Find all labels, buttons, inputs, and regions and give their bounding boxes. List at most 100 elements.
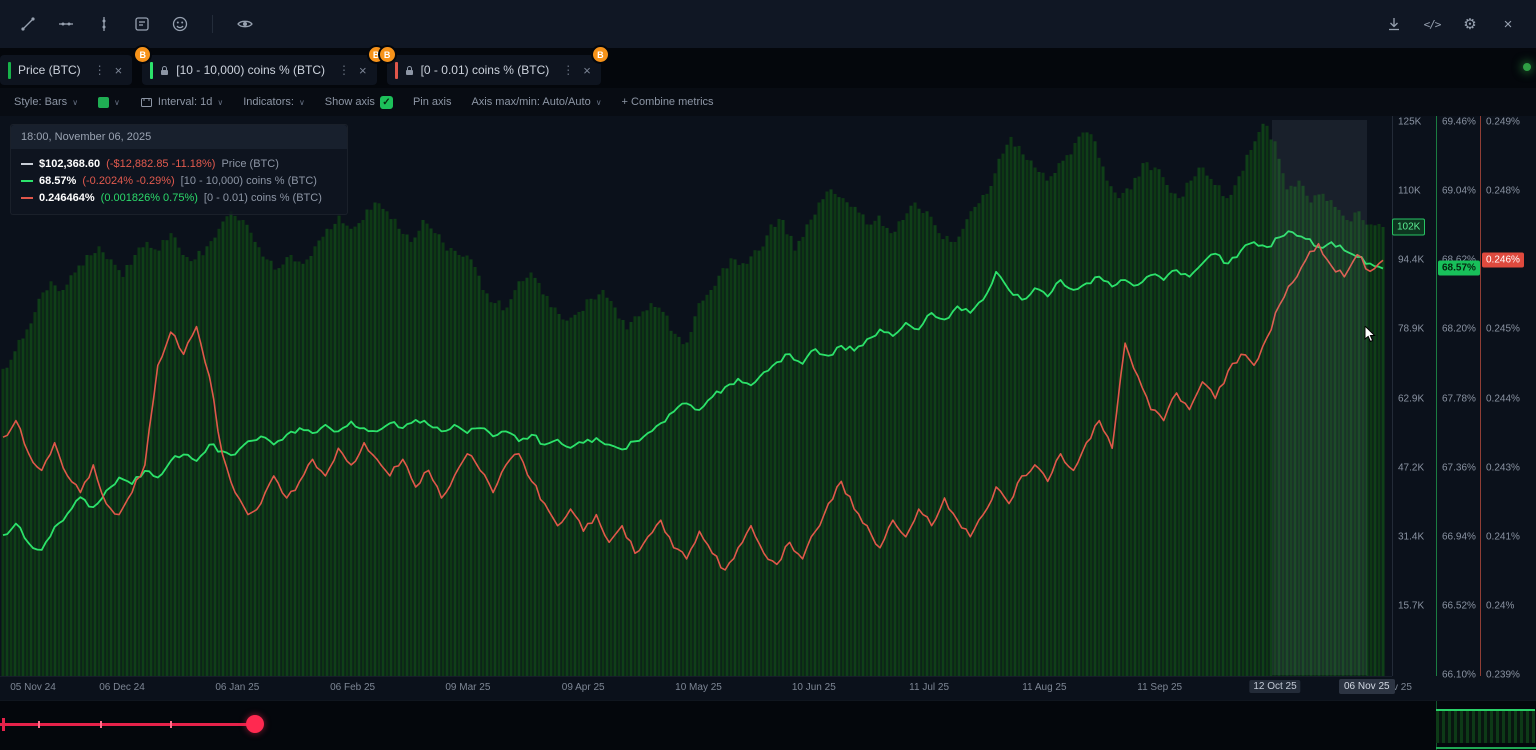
series-marker [21, 196, 33, 199]
y-tick-label-price: 47.2K [1398, 462, 1425, 474]
y-tick-label-green: 66.94% [1442, 531, 1476, 543]
code-icon[interactable]: </> [1423, 17, 1442, 31]
price-current-badge: 102K [1392, 218, 1426, 236]
download-icon[interactable] [1380, 10, 1408, 38]
y-tick-label-red: 0.245% [1486, 323, 1520, 335]
y-tick-label-price: 62.9K [1398, 393, 1425, 404]
y-tick-label-green: 67.78% [1442, 393, 1476, 404]
indicators-label: Indicators: [243, 96, 294, 108]
timeline-slider-handle[interactable] [246, 715, 264, 733]
note-icon[interactable] [128, 10, 156, 38]
price-and-metrics-plot [1, 123, 1385, 676]
x-tick-label: 06 Jan 25 [215, 682, 260, 693]
style-select[interactable]: Style: Bars ∨ [14, 96, 78, 108]
chart-area[interactable]: 102K 68.57% 0.246% 06 Nov 25 v 25 18:00,… [0, 116, 1536, 700]
series-marker [21, 162, 33, 165]
mouse-cursor [1364, 326, 1376, 343]
emoji-icon[interactable] [166, 10, 194, 38]
chevron-down-icon: ∨ [114, 97, 120, 107]
series-color-indicator [394, 61, 398, 79]
chart-tooltip: 18:00, November 06, 2025 $102,368.60 (-$… [10, 124, 348, 215]
axis-maxmin-label: Axis max/min: Auto/Auto [471, 96, 591, 108]
tab-close-icon[interactable]: × [583, 62, 591, 78]
y-tick-label-green: 66.10% [1442, 669, 1476, 681]
trend-line-icon[interactable] [14, 10, 42, 38]
y-tick-label-green: 69.46% [1442, 116, 1476, 128]
style-label: Style: Bars [14, 96, 68, 108]
red-current-badge: 0.246% [1482, 252, 1524, 268]
tooltip-change: (-0.2024% -0.29%) [82, 174, 175, 187]
timeline-scrubber[interactable] [0, 700, 1536, 750]
x-tick-label: 09 Mar 25 [445, 682, 491, 693]
y-tick-label-green: 68.62% [1442, 255, 1476, 266]
metric-tab-bar: Price (BTC) ⋮ × B B [10 - 10,000) coins … [0, 47, 1536, 88]
red-axis-line [1480, 116, 1481, 676]
status-dot[interactable] [1523, 63, 1531, 71]
series-color-indicator [8, 61, 11, 79]
tab-close-icon[interactable]: × [114, 62, 123, 78]
toolbar-divider [212, 15, 213, 33]
y-tick-label-red: 0.239% [1486, 669, 1520, 681]
combine-metrics-button[interactable]: + Combine metrics [622, 96, 714, 108]
x-tick-label: 06 Feb 25 [330, 682, 376, 693]
tab-0-001-coins[interactable]: B B [0 - 0.01) coins % (BTC) ⋮ × [379, 47, 608, 85]
tab-close-icon[interactable]: × [359, 62, 367, 78]
price-axis-line [1392, 116, 1393, 676]
crosshair-date-badge: 06 Nov 25 [1339, 679, 1395, 694]
pin-axis-label: Pin axis [412, 96, 452, 108]
minimap-preview[interactable] [1436, 709, 1535, 743]
show-axis-checkbox[interactable]: ✓ [379, 95, 393, 109]
show-axis-label: Show axis [324, 96, 375, 108]
eye-icon[interactable] [231, 10, 259, 38]
lock-icon [405, 65, 414, 76]
y-tick-label-price: 125K [1398, 116, 1422, 128]
x-tick-label: 12 Oct 25 [1249, 680, 1301, 693]
bitcoin-badge: B [379, 47, 395, 62]
green-axis-line [1436, 116, 1437, 676]
tab-label: Price (BTC) [18, 63, 81, 77]
timeline-progress-line[interactable] [0, 723, 256, 726]
show-axis-toggle[interactable]: Show axis ✓ [324, 95, 393, 109]
tooltip-series-label: Price (BTC) [221, 157, 279, 170]
interval-select[interactable]: Interval: 1d ∨ [140, 96, 223, 109]
bitcoin-badge: B [592, 47, 608, 62]
tooltip-row-price: $102,368.60 (-$12,882.85 -11.18%) Price … [11, 155, 347, 172]
tab-menu-icon[interactable]: ⋮ [562, 63, 575, 77]
timeline-segment-tick [38, 721, 40, 728]
brush-icon[interactable] [90, 10, 118, 38]
y-tick-label-red: 0.24% [1486, 600, 1515, 612]
color-swatch-select[interactable]: ∨ [98, 96, 120, 108]
chart-settings-bar: Style: Bars ∨ ∨ Interval: 1d ∨ Indicator… [0, 88, 1536, 116]
x-tick-label: 11 Sep 25 [1137, 682, 1183, 693]
close-icon[interactable]: × [1503, 15, 1513, 33]
y-tick-label-price: 15.7K [1398, 600, 1425, 612]
horizontal-line-icon[interactable] [52, 10, 80, 38]
y-tick-label-red: 0.244% [1486, 393, 1520, 404]
bitcoin-badge: B [135, 47, 151, 62]
tab-10-10000-coins[interactable]: B B [10 - 10,000) coins % (BTC) ⋮ × [135, 47, 384, 85]
chevron-down-icon: ∨ [72, 97, 79, 107]
tab-menu-icon[interactable]: ⋮ [338, 63, 350, 77]
tooltip-value: $102,368.60 [39, 157, 101, 170]
x-tick-label-partial: v 25 [1393, 682, 1412, 693]
settings-gear-icon[interactable]: ⚙ [1463, 16, 1477, 33]
top-toolbar: </> ⚙ × [0, 0, 1536, 48]
x-tick-label: 09 Apr 25 [561, 682, 605, 693]
drawing-tools-group [14, 10, 259, 38]
axis-maxmin-select[interactable]: Axis max/min: Auto/Auto ∨ [471, 96, 601, 108]
tab-menu-icon[interactable]: ⋮ [93, 63, 106, 77]
series-color-indicator [150, 61, 154, 79]
window-tools-group: </> ⚙ × [1380, 10, 1522, 38]
chevron-down-icon: ∨ [595, 97, 602, 107]
indicators-select[interactable]: Indicators: ∨ [243, 96, 305, 108]
y-tick-label-price: 110K [1398, 185, 1421, 197]
y-tick-label-green: 66.52% [1442, 600, 1476, 612]
pin-axis-toggle[interactable]: Pin axis [413, 96, 452, 108]
y-tick-label-red: 0.243% [1486, 462, 1520, 474]
tab-price-btc[interactable]: Price (BTC) ⋮ × [0, 55, 133, 85]
tooltip-series-label: [10 - 10,000) coins % (BTC) [180, 174, 317, 187]
minimap-baseline [1436, 747, 1536, 749]
interval-icon [140, 97, 152, 107]
tooltip-series-label: [0 - 0.01) coins % (BTC) [203, 191, 322, 204]
